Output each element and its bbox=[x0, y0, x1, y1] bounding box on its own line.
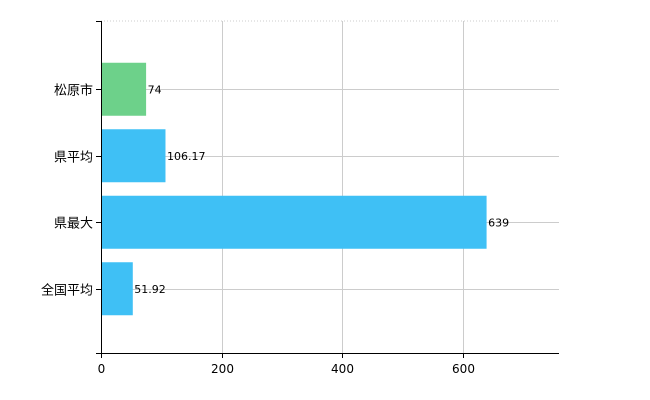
category-label-3: 全国平均 bbox=[41, 283, 93, 299]
data-label-2: 639 bbox=[488, 216, 509, 229]
x-tick-label-1: 200 bbox=[211, 362, 234, 376]
category-label-1: 県平均 bbox=[54, 151, 93, 166]
data-label-3: 51.92 bbox=[134, 283, 166, 296]
x-tick-label-2: 400 bbox=[331, 362, 354, 376]
bar-3 bbox=[101, 262, 133, 316]
bar-1 bbox=[101, 129, 166, 183]
bar-2 bbox=[101, 195, 487, 249]
x-tick-label-0: 0 bbox=[98, 362, 106, 376]
x-tick-label-3: 600 bbox=[452, 362, 475, 376]
data-label-0: 74 bbox=[148, 83, 162, 96]
category-label-0: 松原市 bbox=[54, 83, 93, 99]
data-label-1: 106.17 bbox=[167, 150, 206, 163]
bar-0 bbox=[101, 62, 147, 116]
category-label-2: 県最大 bbox=[54, 217, 93, 232]
